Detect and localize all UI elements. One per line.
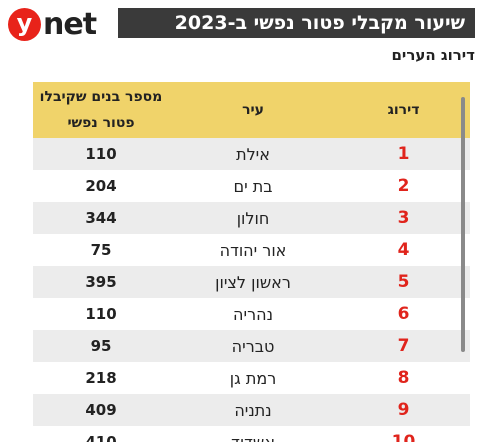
rank-cell: 3: [337, 202, 470, 234]
rank-cell-text: 8: [397, 368, 410, 388]
count-cell-text: 344: [85, 209, 117, 227]
logo-text: net: [43, 6, 97, 42]
count-cell: 204: [33, 170, 169, 202]
rank-cell: 7: [337, 330, 470, 362]
count-cell-text: 204: [85, 177, 117, 195]
city-cell: ראשון לציון: [169, 266, 337, 298]
table-row: 3 חולון 344: [33, 202, 470, 234]
city-cell: אילת: [169, 138, 337, 170]
rank-cell-text: 5: [397, 272, 410, 292]
table-row: 5 ראשון לציון 395: [33, 266, 470, 298]
city-cell: אשדוד: [169, 426, 337, 442]
rank-cell: 8: [337, 362, 470, 394]
city-cell-text: רמת גן: [229, 368, 277, 388]
city-cell: טבריה: [169, 330, 337, 362]
table-row: 4 אור יהודה 75: [33, 234, 470, 266]
count-cell: 409: [33, 394, 169, 426]
count-cell: 110: [33, 298, 169, 330]
city-cell-text: חולון: [236, 208, 270, 228]
rank-cell-text: 1: [397, 144, 410, 164]
city-cell: נתניה: [169, 394, 337, 426]
city-cell: בת ים: [169, 170, 337, 202]
table-header: דירוג עיר מספר בנים שקיבלו פטור נפשי: [33, 82, 470, 138]
table-row: 1 אילת 110: [33, 138, 470, 170]
count-cell-text: 110: [85, 305, 117, 323]
count-cell: 75: [33, 234, 169, 266]
city-cell-text: ראשון לציון: [215, 272, 291, 292]
header-count: מספר בנים שקיבלו פטור נפשי: [39, 89, 163, 131]
rank-cell: 10: [337, 426, 470, 442]
header-city: עיר: [242, 102, 264, 118]
rank-cell-text: 10: [391, 432, 416, 442]
ranking-table: דירוג עיר מספר בנים שקיבלו פטור נפשי 1 אי…: [33, 82, 470, 442]
table-row: 2 בת ים 204: [33, 170, 470, 202]
count-cell-text: 75: [90, 241, 112, 259]
rank-cell: 6: [337, 298, 470, 330]
table-row: 6 נהריה 110: [33, 298, 470, 330]
count-cell-text: 395: [85, 273, 117, 291]
count-cell: 218: [33, 362, 169, 394]
city-cell-text: אור יהודה: [219, 240, 287, 260]
city-cell: נהריה: [169, 298, 337, 330]
table-subtitle: דירוג הערים: [391, 46, 475, 64]
rank-cell-text: 9: [397, 400, 410, 420]
city-cell-text: אילת: [236, 144, 270, 164]
page-title: שיעור מקבלי פטור נפשי ב-2023: [118, 8, 475, 38]
city-cell-text: בת ים: [233, 176, 273, 196]
count-cell-text: 410: [85, 433, 117, 442]
count-cell: 410: [33, 426, 169, 442]
rank-cell: 4: [337, 234, 470, 266]
logo-mark: y: [8, 7, 41, 41]
rank-cell: 1: [337, 138, 470, 170]
rank-cell: 2: [337, 170, 470, 202]
count-cell-text: 95: [90, 337, 112, 355]
rank-cell: 9: [337, 394, 470, 426]
city-cell-text: אשדוד: [231, 432, 275, 442]
ynet-logo: y net: [8, 4, 114, 44]
city-cell-text: נהריה: [233, 304, 273, 324]
rank-cell-text: 4: [397, 240, 410, 260]
table-row: 10 אשדוד 410: [33, 426, 470, 442]
city-cell: רמת גן: [169, 362, 337, 394]
table-row: 9 נתניה 409: [33, 394, 470, 426]
rank-cell: 5: [337, 266, 470, 298]
count-cell-text: 110: [85, 145, 117, 163]
count-cell: 344: [33, 202, 169, 234]
city-cell-text: נתניה: [234, 400, 272, 420]
count-cell-text: 218: [85, 369, 117, 387]
rank-cell-text: 2: [397, 176, 410, 196]
table-row: 7 טבריה 95: [33, 330, 470, 362]
count-cell: 110: [33, 138, 169, 170]
table-body: 1 אילת 110 2 בת ים 204 3 חולון 344 4 אור יהודה 75 5 ר…: [33, 138, 470, 442]
count-cell-text: 409: [85, 401, 117, 419]
count-cell: 95: [33, 330, 169, 362]
rank-cell-text: 7: [397, 336, 410, 356]
city-cell-text: טבריה: [231, 336, 275, 356]
count-cell: 395: [33, 266, 169, 298]
table-row: 8 רמת גן 218: [33, 362, 470, 394]
rank-cell-text: 3: [397, 208, 410, 228]
city-cell: אור יהודה: [169, 234, 337, 266]
header-rank: דירוג: [387, 102, 420, 118]
scrollbar[interactable]: [461, 97, 465, 352]
rank-cell-text: 6: [397, 304, 410, 324]
city-cell: חולון: [169, 202, 337, 234]
